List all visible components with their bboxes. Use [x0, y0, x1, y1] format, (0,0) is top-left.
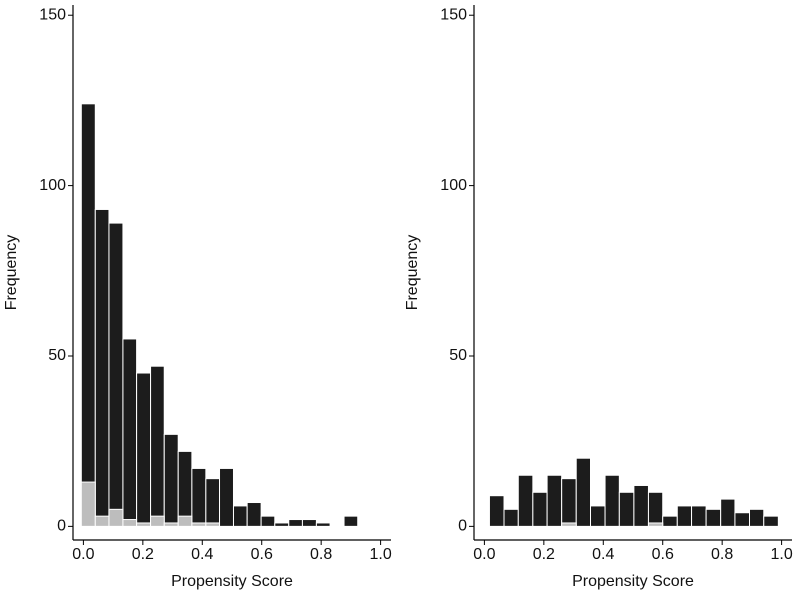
bar [763, 515, 779, 527]
bar [177, 515, 193, 527]
x-tick-label: 0.2 [533, 546, 555, 563]
bar [575, 457, 592, 527]
bar [205, 522, 221, 527]
bar [590, 505, 606, 527]
y-tick-label: 50 [48, 347, 66, 364]
bar [136, 522, 152, 527]
bar [122, 519, 138, 527]
x-axis-label: Propensity Score [572, 573, 694, 590]
bar [720, 498, 736, 527]
bar [274, 522, 290, 527]
x-tick-label: 1.0 [770, 546, 792, 563]
y-tick-label: 150 [440, 6, 467, 23]
bar [191, 467, 207, 527]
bar [205, 478, 221, 527]
x-tick-label: 0.8 [310, 546, 332, 563]
bar [163, 522, 179, 527]
bar [301, 519, 317, 527]
bar [191, 522, 207, 527]
y-axis-label: Frequency [404, 235, 421, 311]
bar [705, 508, 722, 527]
bar [691, 505, 707, 527]
bar [546, 474, 563, 527]
y-tick-label: 0 [458, 518, 467, 535]
x-tick-label: 0.4 [191, 546, 213, 563]
bar [94, 515, 110, 527]
bar [517, 474, 534, 527]
bar [647, 522, 664, 527]
y-tick-label: 150 [39, 6, 66, 23]
x-tick-label: 0.2 [132, 546, 154, 563]
x-tick-label: 1.0 [369, 546, 391, 563]
bar [488, 495, 505, 527]
x-axis-label: Propensity Score [171, 573, 293, 590]
bar [734, 512, 751, 527]
bar [561, 478, 577, 527]
x-tick-label: 0.8 [711, 546, 733, 563]
bar [676, 505, 693, 527]
bar [246, 502, 262, 527]
bar [80, 103, 96, 527]
bar [561, 522, 577, 527]
y-tick-label: 100 [39, 177, 66, 194]
y-tick-label: 0 [57, 518, 66, 535]
bar [177, 450, 193, 527]
bar [604, 474, 620, 527]
bar [136, 372, 152, 527]
x-tick-label: 0.0 [473, 546, 495, 563]
x-tick-label: 0.4 [592, 546, 614, 563]
bar [315, 522, 331, 527]
bar [662, 515, 678, 527]
bar [232, 505, 248, 527]
bar [618, 491, 635, 527]
bar [532, 491, 548, 527]
bar [94, 208, 110, 527]
bar [150, 365, 165, 527]
x-tick-label: 0.6 [652, 546, 674, 563]
y-tick-label: 50 [449, 347, 467, 364]
bar [343, 515, 359, 527]
bar [108, 508, 124, 527]
bar [108, 222, 124, 527]
x-tick-label: 0.6 [251, 546, 273, 563]
bar [163, 433, 179, 527]
bar [503, 508, 519, 527]
bar [647, 491, 664, 527]
x-tick-label: 0.0 [72, 546, 94, 563]
bar [288, 519, 303, 527]
bar [219, 467, 234, 527]
bar [749, 508, 765, 527]
bar [122, 338, 138, 527]
y-tick-label: 100 [440, 177, 467, 194]
bar [633, 484, 649, 527]
bar [80, 481, 96, 527]
y-axis-label: Frequency [3, 235, 20, 311]
bar [260, 515, 276, 527]
bar [150, 515, 165, 527]
